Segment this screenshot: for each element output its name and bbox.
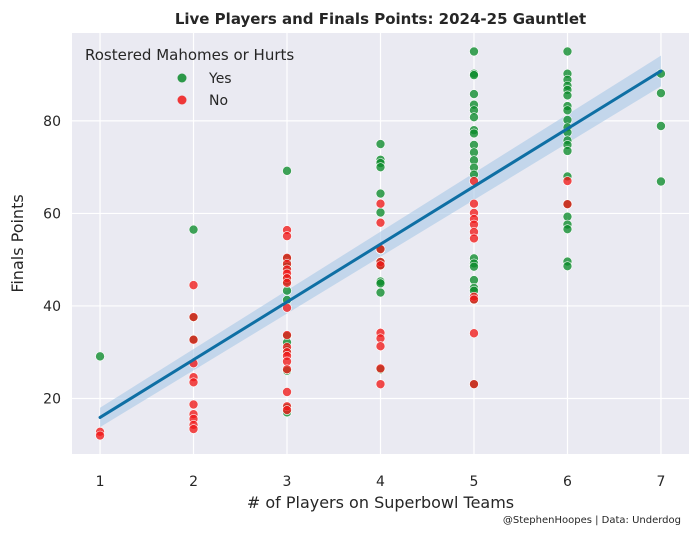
point-yes (188, 224, 199, 235)
point-yes (375, 207, 386, 218)
x-tick-label: 3 (283, 474, 292, 490)
point-yes (375, 162, 386, 172)
point-no (188, 399, 199, 410)
point-yes (562, 224, 573, 234)
legend-title: Rostered Mahomes or Hurts (85, 46, 294, 64)
x-tick-label: 2 (189, 474, 198, 490)
x-tick-label: 5 (470, 474, 479, 490)
chart-title: Live Players and Finals Points: 2024-25 … (175, 10, 586, 28)
point-no (95, 430, 105, 441)
confidence-band (100, 55, 661, 428)
legend-label-no: No (209, 93, 228, 109)
point-no (375, 198, 386, 209)
point-no (469, 294, 479, 305)
legend-label-yes: Yes (208, 71, 232, 87)
point-no (469, 198, 479, 209)
regression-line (98, 69, 663, 419)
point-no (188, 377, 199, 388)
point-no (188, 280, 199, 290)
point-yes (562, 146, 573, 156)
point-no (375, 341, 386, 352)
y-tick-label: 80 (43, 114, 61, 130)
point-no (562, 176, 573, 186)
point-yes (469, 261, 479, 272)
y-tick-labels: 20 40 60 80 (43, 114, 61, 408)
point-no (375, 260, 386, 271)
x-tick-labels: 1 2 3 4 5 6 7 (96, 474, 666, 490)
point-yes (469, 112, 479, 122)
point-yes (469, 46, 479, 57)
x-tick-label: 7 (656, 474, 665, 490)
point-yes (469, 70, 479, 80)
y-tick-label: 20 (43, 391, 61, 407)
point-no (188, 334, 199, 345)
x-tick-label: 1 (96, 474, 105, 490)
y-tick-label: 60 (43, 206, 61, 222)
point-yes (375, 188, 386, 199)
point-no (375, 379, 386, 389)
point-no (282, 405, 292, 415)
point-yes (562, 90, 573, 101)
point-no (188, 312, 199, 322)
point-no (282, 387, 292, 397)
point-yes (469, 128, 479, 139)
y-tick-label: 40 (43, 299, 61, 315)
regression-line-path (98, 69, 663, 419)
point-no (282, 231, 292, 241)
point-no (282, 330, 292, 340)
point-yes (95, 351, 105, 362)
point-yes (656, 88, 666, 98)
point-yes (562, 46, 573, 57)
x-axis-label: # of Players on Superbowl Teams (247, 493, 514, 512)
point-no (469, 233, 479, 244)
point-yes (656, 176, 666, 187)
point-no (375, 363, 386, 374)
regression-confidence-band (100, 55, 661, 428)
legend-marker-no (177, 95, 187, 105)
point-yes (375, 278, 386, 289)
point-no (282, 364, 292, 375)
x-tick-label: 6 (563, 474, 572, 490)
point-no (469, 328, 479, 339)
x-tick-label: 4 (376, 474, 385, 490)
point-yes (562, 261, 573, 271)
series-no-points (95, 176, 573, 441)
point-no (562, 199, 573, 209)
point-yes (375, 287, 386, 298)
point-yes (656, 121, 666, 131)
legend-marker-yes (177, 73, 187, 83)
credit-text: @StephenHoopes | Data: Underdog (503, 515, 681, 526)
point-yes (282, 166, 292, 176)
legend: Rostered Mahomes or Hurts Yes No (85, 46, 294, 109)
point-no (282, 278, 292, 288)
point-no (188, 424, 199, 434)
point-yes (562, 105, 573, 116)
point-yes (375, 139, 386, 149)
point-yes (469, 89, 479, 99)
y-axis-label: Finals Points (8, 194, 27, 292)
point-no (375, 217, 386, 228)
point-no (469, 379, 479, 389)
